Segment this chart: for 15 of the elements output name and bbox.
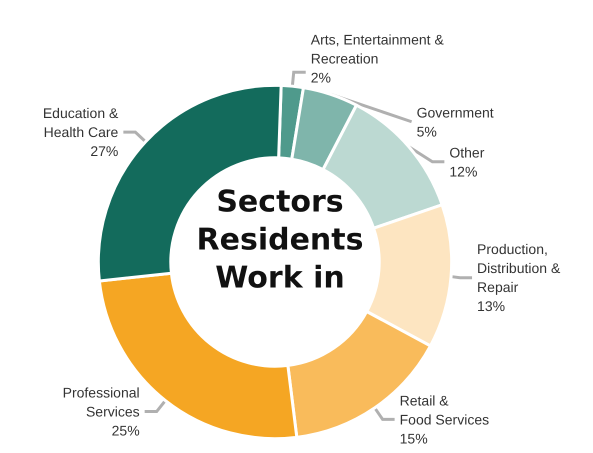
data-label: 25% xyxy=(112,422,140,438)
slice-label: Production, Distribution & Repair xyxy=(477,241,561,296)
slice-label: Professional Services xyxy=(62,384,140,420)
slice-label: Arts, Entertainment & Recreation xyxy=(310,31,444,66)
slice-label: Government xyxy=(416,104,494,120)
slice-label: Retail & Food Services xyxy=(400,392,490,428)
slice-label: Education & Health Care xyxy=(42,105,120,140)
slice-label: Other xyxy=(449,144,485,160)
data-label: 13% xyxy=(477,298,506,314)
data-label: 15% xyxy=(400,430,428,446)
data-label: 12% xyxy=(449,163,478,180)
data-label: 27% xyxy=(90,143,118,160)
text: Sectors Residents Work in xyxy=(196,184,364,296)
data-label: 5% xyxy=(416,123,437,140)
data-label: 2% xyxy=(310,69,331,86)
